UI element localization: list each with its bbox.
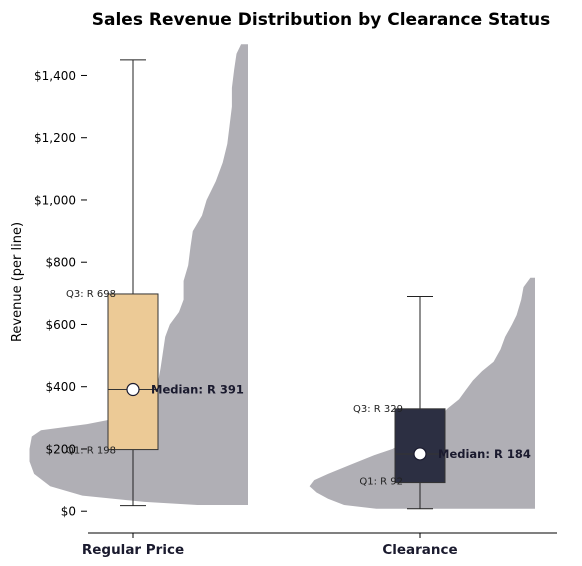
y-tick-label: $0 (61, 505, 76, 519)
median-marker (126, 382, 140, 397)
iqr-box (107, 293, 159, 451)
median-marker (413, 447, 427, 461)
y-tick-label: $800 (45, 256, 76, 270)
y-tick-label: $200 (45, 442, 76, 456)
x-tick-label: Regular Price (82, 542, 184, 558)
q3-label: Q3: R 698 (66, 289, 116, 300)
violin-clearance (309, 277, 535, 509)
box-clearance (394, 295, 446, 510)
box-plots (107, 59, 446, 510)
y-axis-label: Revenue (per line) (10, 222, 25, 342)
box-regular-price (107, 59, 159, 507)
chart-title: Sales Revenue Distribution by Clearance … (92, 10, 550, 30)
y-tick-label: $1,200 (34, 131, 76, 145)
q1-label: Q1: R 198 (66, 446, 116, 457)
x-axis: Regular Price Clearance (82, 532, 557, 558)
median-label: Median: R 184 (438, 447, 531, 461)
q3-label: Q3: R 329 (353, 404, 403, 415)
violins (29, 44, 535, 509)
violin-regular-price (29, 44, 248, 506)
y-tick-label: $400 (45, 380, 76, 394)
iqr-box (394, 408, 446, 484)
y-axis: $0 $200 $400 $600 $800 $1,000 $1,200 $1,400 (34, 69, 87, 519)
q1-label: Q1: R 92 (359, 477, 403, 488)
y-tick-label: $1,400 (34, 69, 76, 83)
x-tick-label: Clearance (382, 542, 457, 558)
annotations: Median: R 391 Q3: R 698 Q1: R 198 Median: R… (66, 289, 531, 488)
median-label: Median: R 391 (151, 383, 244, 397)
y-tick-label: $600 (45, 318, 76, 332)
y-tick-label: $1,000 (34, 193, 76, 207)
